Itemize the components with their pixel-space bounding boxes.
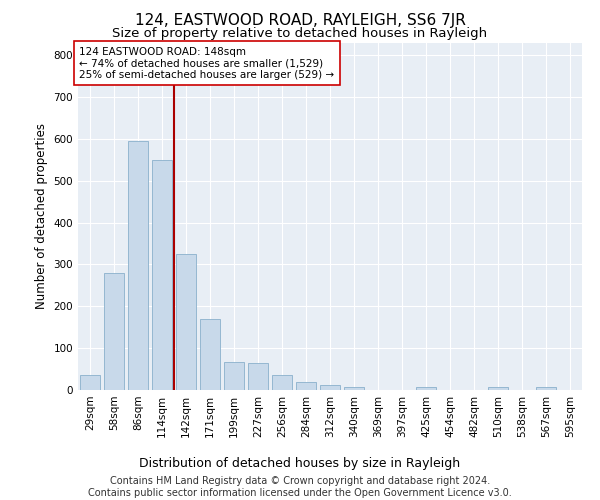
Y-axis label: Number of detached properties: Number of detached properties	[35, 123, 48, 309]
Bar	[272, 376, 292, 390]
Bar	[224, 362, 244, 390]
Text: Distribution of detached houses by size in Rayleigh: Distribution of detached houses by size …	[139, 458, 461, 470]
Text: 124, EASTWOOD ROAD, RAYLEIGH, SS6 7JR: 124, EASTWOOD ROAD, RAYLEIGH, SS6 7JR	[134, 12, 466, 28]
Bar	[80, 376, 100, 390]
Text: 124 EASTWOOD ROAD: 148sqm
← 74% of detached houses are smaller (1,529)
25% of se: 124 EASTWOOD ROAD: 148sqm ← 74% of detac…	[79, 46, 334, 80]
Bar	[152, 160, 172, 390]
Bar	[200, 319, 220, 390]
Bar	[296, 382, 316, 390]
Bar	[320, 385, 340, 390]
Bar	[416, 386, 436, 390]
Text: Contains HM Land Registry data © Crown copyright and database right 2024.
Contai: Contains HM Land Registry data © Crown c…	[88, 476, 512, 498]
Bar	[104, 273, 124, 390]
Bar	[344, 386, 364, 390]
Text: Size of property relative to detached houses in Rayleigh: Size of property relative to detached ho…	[112, 28, 488, 40]
Bar	[128, 141, 148, 390]
Bar	[176, 254, 196, 390]
Bar	[536, 386, 556, 390]
Bar	[488, 386, 508, 390]
Bar	[248, 363, 268, 390]
